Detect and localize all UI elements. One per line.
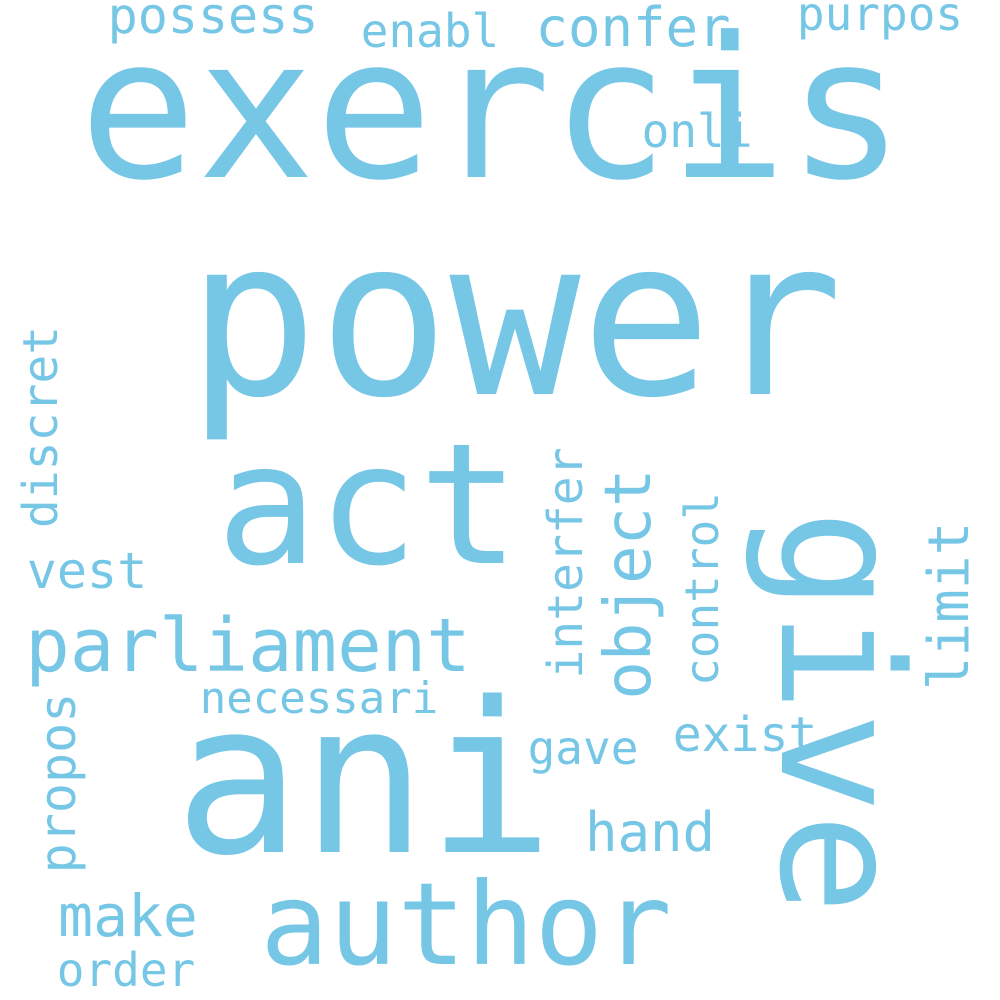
word-control: control	[675, 492, 729, 686]
word-hand: hand	[584, 801, 716, 864]
word-object: object	[592, 468, 666, 700]
word-exercis: exercis	[78, 0, 906, 224]
word-vest: vest	[26, 542, 148, 600]
word-ani: ani	[174, 657, 554, 902]
word-propos: propos	[29, 692, 87, 874]
word-exist: exist	[672, 707, 818, 763]
word-interfer: interfer	[538, 447, 594, 679]
word-limit: limit	[917, 521, 982, 691]
word-order: order	[56, 943, 196, 997]
word-author: author	[260, 858, 672, 991]
word-act: act	[216, 407, 520, 603]
word-power: power	[186, 193, 844, 446]
word-discret: discret	[13, 325, 69, 529]
word-make: make	[58, 882, 198, 950]
word-purpos: purpos	[796, 0, 964, 41]
word-gave: gave	[527, 721, 639, 775]
word-confer: confer	[535, 0, 731, 59]
word-possess: possess	[107, 0, 319, 45]
word-enabl: enabl	[360, 4, 500, 58]
word-onli: onli	[641, 104, 753, 158]
word-parliament: parliament	[25, 603, 471, 689]
word-necessari: necessari	[199, 673, 439, 724]
